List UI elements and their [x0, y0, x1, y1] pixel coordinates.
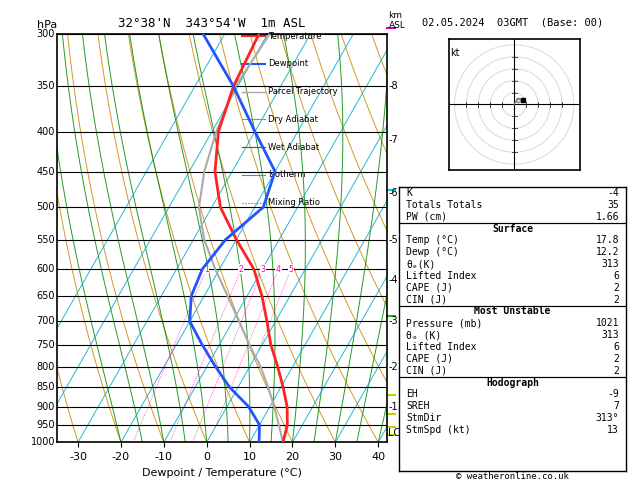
Text: © weatheronline.co.uk: © weatheronline.co.uk — [456, 472, 569, 481]
Text: 2: 2 — [613, 295, 619, 305]
Text: StmDir: StmDir — [406, 413, 442, 423]
Text: StmSpd (kt): StmSpd (kt) — [406, 425, 471, 435]
Text: 4: 4 — [276, 264, 281, 274]
Text: 750: 750 — [36, 340, 55, 350]
Text: 800: 800 — [36, 362, 55, 372]
Text: Most Unstable: Most Unstable — [474, 307, 551, 316]
Text: -9: -9 — [608, 389, 619, 399]
Text: 1: 1 — [204, 264, 209, 274]
Text: CAPE (J): CAPE (J) — [406, 283, 454, 293]
Text: 313: 313 — [601, 259, 619, 269]
Text: Pressure (mb): Pressure (mb) — [406, 318, 482, 329]
Text: Lifted Index: Lifted Index — [406, 342, 477, 352]
Text: 650: 650 — [36, 291, 55, 301]
Text: Parcel Trajectory: Parcel Trajectory — [268, 87, 338, 96]
Text: Lifted Index: Lifted Index — [406, 271, 477, 281]
Text: Dewp (°C): Dewp (°C) — [406, 247, 459, 257]
Text: 500: 500 — [36, 202, 55, 212]
Text: Dry Adiabat: Dry Adiabat — [268, 115, 318, 124]
Text: 5: 5 — [289, 264, 294, 274]
Text: CIN (J): CIN (J) — [406, 295, 447, 305]
Text: Mixing Ratio (g/kg): Mixing Ratio (g/kg) — [402, 195, 411, 281]
Text: -2: -2 — [389, 362, 398, 372]
Text: 17.8: 17.8 — [596, 235, 619, 245]
Text: hPa: hPa — [36, 20, 57, 30]
Text: -8: -8 — [389, 81, 398, 91]
Text: km
ASL: km ASL — [389, 11, 405, 30]
Text: Temp (°C): Temp (°C) — [406, 235, 459, 245]
Text: Temperature: Temperature — [268, 32, 321, 40]
X-axis label: Dewpoint / Temperature (°C): Dewpoint / Temperature (°C) — [142, 468, 302, 478]
Text: 350: 350 — [36, 81, 55, 91]
Text: K: K — [406, 188, 412, 198]
Text: 400: 400 — [36, 126, 55, 137]
Text: 2: 2 — [613, 366, 619, 376]
Text: 2: 2 — [613, 283, 619, 293]
Text: Totals Totals: Totals Totals — [406, 200, 482, 210]
Text: 313: 313 — [601, 330, 619, 340]
Text: 7: 7 — [613, 401, 619, 411]
Text: 35: 35 — [608, 200, 619, 210]
Text: Hodograph: Hodograph — [486, 378, 539, 387]
Text: 1021: 1021 — [596, 318, 619, 329]
Text: 2: 2 — [239, 264, 243, 274]
Text: -6: -6 — [389, 189, 398, 198]
Text: Mixing Ratio: Mixing Ratio — [268, 198, 320, 207]
Text: -4: -4 — [608, 188, 619, 198]
Text: 6: 6 — [613, 271, 619, 281]
Text: 2: 2 — [613, 354, 619, 364]
Text: Surface: Surface — [492, 224, 533, 234]
Text: 950: 950 — [36, 420, 55, 430]
Text: kt: kt — [450, 49, 459, 58]
Text: -4: -4 — [389, 275, 398, 285]
Text: LCL: LCL — [389, 428, 406, 437]
Text: Isotherm: Isotherm — [268, 171, 305, 179]
Text: θₑ(K): θₑ(K) — [406, 259, 436, 269]
Text: 12.2: 12.2 — [596, 247, 619, 257]
Text: 550: 550 — [36, 235, 55, 244]
Text: 900: 900 — [36, 401, 55, 412]
Text: -7: -7 — [389, 135, 398, 145]
Text: SREH: SREH — [406, 401, 430, 411]
Text: 02.05.2024  03GMT  (Base: 00): 02.05.2024 03GMT (Base: 00) — [422, 17, 603, 27]
Text: θₑ (K): θₑ (K) — [406, 330, 442, 340]
Text: 850: 850 — [36, 382, 55, 392]
Text: CIN (J): CIN (J) — [406, 366, 447, 376]
Text: 1000: 1000 — [30, 437, 55, 447]
Text: CAPE (J): CAPE (J) — [406, 354, 454, 364]
Text: EH: EH — [406, 389, 418, 399]
Text: 300: 300 — [36, 29, 55, 39]
Text: 3: 3 — [260, 264, 265, 274]
Text: 450: 450 — [36, 167, 55, 176]
Text: Wet Adiabat: Wet Adiabat — [268, 142, 319, 152]
Text: -1: -1 — [389, 401, 398, 412]
Text: 313°: 313° — [596, 413, 619, 423]
Text: 700: 700 — [36, 316, 55, 326]
Text: 32°38'N  343°54'W  1m ASL: 32°38'N 343°54'W 1m ASL — [118, 17, 306, 30]
Text: Dewpoint: Dewpoint — [268, 59, 308, 69]
Text: -3: -3 — [389, 316, 398, 326]
Text: 600: 600 — [36, 264, 55, 274]
Text: 6: 6 — [613, 342, 619, 352]
Text: 13: 13 — [608, 425, 619, 435]
Text: 1.66: 1.66 — [596, 212, 619, 222]
Text: PW (cm): PW (cm) — [406, 212, 447, 222]
Text: -5: -5 — [389, 235, 398, 244]
